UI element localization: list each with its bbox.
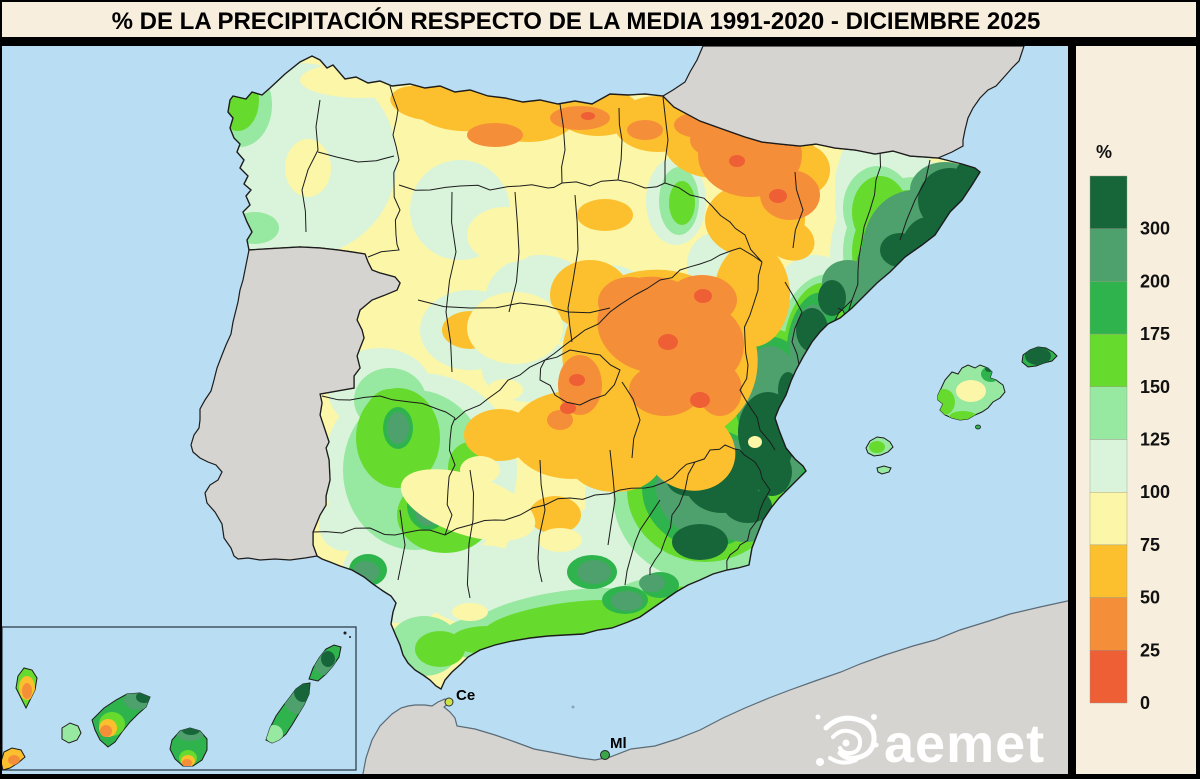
- svg-text:200: 200: [1140, 271, 1170, 291]
- svg-text:%: %: [1096, 142, 1112, 162]
- svg-text:300: 300: [1140, 219, 1170, 239]
- svg-text:75: 75: [1140, 535, 1160, 555]
- svg-text:50: 50: [1140, 588, 1160, 608]
- svg-text:125: 125: [1140, 430, 1170, 450]
- svg-text:Ml: Ml: [610, 735, 627, 752]
- svg-text:Ce: Ce: [456, 687, 475, 704]
- svg-text:0: 0: [1140, 693, 1150, 713]
- svg-text:% DE LA PRECIPITACIÓN RESPECTO: % DE LA PRECIPITACIÓN RESPECTO DE LA MED…: [112, 7, 1041, 35]
- svg-text:100: 100: [1140, 482, 1170, 502]
- svg-text:150: 150: [1140, 377, 1170, 397]
- svg-text:aemet: aemet: [884, 714, 1045, 774]
- svg-text:25: 25: [1140, 640, 1160, 660]
- svg-text:175: 175: [1140, 324, 1170, 344]
